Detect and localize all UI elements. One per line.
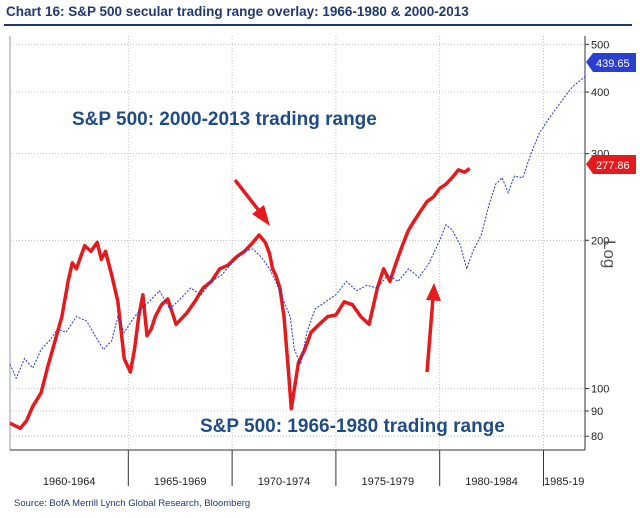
x-separators [127, 36, 544, 486]
arrow-shaft-1 [233, 178, 262, 214]
arrow-head-1 [252, 205, 270, 226]
x-tick-label-4: 1980-1984 [465, 476, 518, 488]
y-tick-label-200: 200 [591, 235, 609, 247]
x-tick-label-5: 1985-19 [544, 476, 584, 488]
x-tick-label-0: 1960-1964 [43, 476, 96, 488]
y-tick-label-400: 400 [591, 87, 609, 99]
badge-red-shape [586, 155, 636, 174]
plot-frame [9, 36, 586, 451]
arrow-shaft-2 [425, 297, 435, 373]
y-tick-label-90: 90 [591, 406, 603, 418]
x-tick-labels: 1960-1964 1965-1969 1970-1974 1975-1979 1980… [43, 476, 585, 488]
arrow-head-2 [426, 283, 441, 301]
x-tick-label-1: 1965-1969 [154, 476, 207, 488]
title-rule [4, 24, 632, 26]
source-note: Source: BofA Merrill Lynch Global Resear… [14, 498, 251, 509]
series-group [9, 76, 586, 431]
badge-blue-shape [586, 53, 636, 72]
y-tick-label-100: 100 [591, 383, 609, 395]
badge-red: 277.86 [586, 155, 636, 174]
chart-title: Chart 16: S&P 500 secular trading range … [6, 4, 469, 19]
series-line-2000-2013 [9, 166, 471, 431]
x-tick-label-3: 1975-1979 [361, 476, 414, 488]
annotation-1966-1980: S&P 500: 1966-1980 trading range [200, 416, 505, 437]
badge-blue-value: 439.65 [596, 58, 630, 70]
series-line-1966-1980 [9, 76, 586, 380]
badge-red-value: 277.86 [596, 160, 630, 172]
annotation-2000-2013: S&P 500: 2000-2013 trading range [72, 109, 377, 130]
y-axis-label: Log [600, 240, 619, 268]
badge-blue: 439.65 [586, 53, 636, 72]
arrow-up [425, 283, 441, 373]
y-tick-label-80: 80 [591, 431, 603, 443]
y-tick-label-500: 500 [591, 39, 609, 51]
x-tick-label-2: 1970-1974 [258, 476, 311, 488]
arrow-down-right [233, 178, 270, 226]
